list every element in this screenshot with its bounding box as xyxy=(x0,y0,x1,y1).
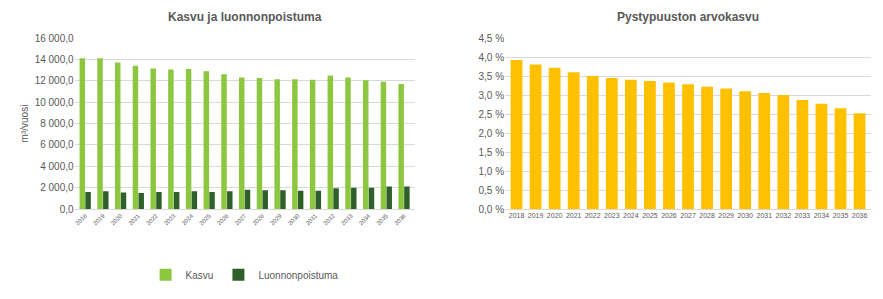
svg-text:2020: 2020 xyxy=(547,212,563,219)
svg-text:0,0: 0,0 xyxy=(60,204,74,215)
svg-text:14 000,0: 14 000,0 xyxy=(35,54,74,65)
svg-text:2034: 2034 xyxy=(358,212,372,226)
svg-text:2029: 2029 xyxy=(269,212,283,226)
svg-text:2025: 2025 xyxy=(198,212,212,226)
svg-text:2027: 2027 xyxy=(234,212,248,226)
svg-text:2024: 2024 xyxy=(181,212,195,226)
svg-text:2033: 2033 xyxy=(340,212,354,226)
svg-text:2031: 2031 xyxy=(305,212,319,226)
svg-text:2027: 2027 xyxy=(680,212,696,219)
svg-text:Kasvu ja luonnonpoistuma: Kasvu ja luonnonpoistuma xyxy=(168,10,322,24)
svg-text:0,0 %: 0,0 % xyxy=(478,204,504,215)
svg-text:10 000,0: 10 000,0 xyxy=(35,97,74,108)
svg-text:Luonnonpoistuma: Luonnonpoistuma xyxy=(258,270,338,281)
svg-text:2036: 2036 xyxy=(852,212,868,219)
svg-text:2022: 2022 xyxy=(145,212,159,226)
svg-text:2026: 2026 xyxy=(216,212,230,226)
svg-text:2034: 2034 xyxy=(814,212,830,219)
svg-text:2 000,0: 2 000,0 xyxy=(40,182,74,193)
svg-text:2021: 2021 xyxy=(566,212,582,219)
svg-text:2032: 2032 xyxy=(776,212,792,219)
svg-text:2018: 2018 xyxy=(509,212,525,219)
svg-text:2,0 %: 2,0 % xyxy=(478,128,504,139)
svg-text:Pystypuuston arvokasvu: Pystypuuston arvokasvu xyxy=(617,10,759,24)
svg-text:2019: 2019 xyxy=(528,212,544,219)
svg-text:2033: 2033 xyxy=(795,212,811,219)
svg-text:6 000,0: 6 000,0 xyxy=(40,139,74,150)
svg-text:2024: 2024 xyxy=(623,212,639,219)
svg-text:16 000,0: 16 000,0 xyxy=(35,33,74,44)
svg-text:2023: 2023 xyxy=(163,212,177,226)
svg-text:8 000,0: 8 000,0 xyxy=(40,118,74,129)
svg-text:2021: 2021 xyxy=(127,212,141,226)
svg-text:4 000,0: 4 000,0 xyxy=(40,161,74,172)
svg-text:2032: 2032 xyxy=(322,212,336,226)
svg-text:1,0 %: 1,0 % xyxy=(478,166,504,177)
svg-text:Kasvu: Kasvu xyxy=(186,270,214,281)
svg-text:12 000,0: 12 000,0 xyxy=(35,75,74,86)
svg-text:2029: 2029 xyxy=(718,212,734,219)
svg-text:4,5 %: 4,5 % xyxy=(478,33,504,44)
svg-text:2025: 2025 xyxy=(642,212,658,219)
svg-text:2020: 2020 xyxy=(110,212,124,226)
svg-text:3,5 %: 3,5 % xyxy=(478,71,504,82)
svg-text:2030: 2030 xyxy=(737,212,753,219)
svg-text:2026: 2026 xyxy=(661,212,677,219)
svg-text:2023: 2023 xyxy=(604,212,620,219)
svg-text:2035: 2035 xyxy=(375,212,389,226)
svg-text:2018: 2018 xyxy=(74,212,88,226)
svg-text:2019: 2019 xyxy=(92,212,106,226)
svg-text:3,0 %: 3,0 % xyxy=(478,90,504,101)
svg-text:0,5 %: 0,5 % xyxy=(478,185,504,196)
svg-text:2031: 2031 xyxy=(756,212,772,219)
svg-text:2028: 2028 xyxy=(699,212,715,219)
svg-text:2035: 2035 xyxy=(833,212,849,219)
svg-text:2036: 2036 xyxy=(393,212,407,226)
svg-text:1,5 %: 1,5 % xyxy=(478,147,504,158)
svg-text:2,5 %: 2,5 % xyxy=(478,109,504,120)
svg-text:2030: 2030 xyxy=(287,212,301,226)
svg-text:m³/vuosi: m³/vuosi xyxy=(19,105,30,143)
svg-text:2022: 2022 xyxy=(585,212,601,219)
svg-text:4,0 %: 4,0 % xyxy=(478,52,504,63)
svg-text:2028: 2028 xyxy=(251,212,265,226)
